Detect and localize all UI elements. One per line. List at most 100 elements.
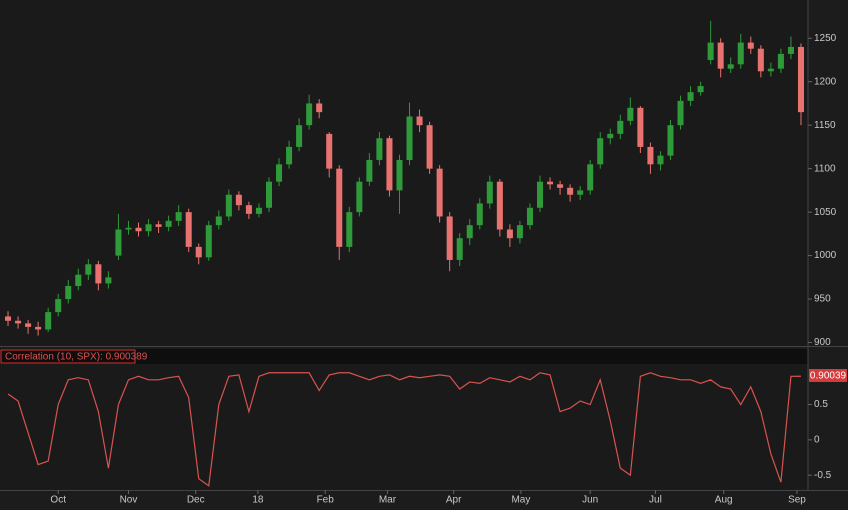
candle-body <box>205 225 212 258</box>
x-tick-label: Oct <box>50 495 66 506</box>
candle-body <box>135 227 142 232</box>
candle-body <box>637 107 644 147</box>
candle-body <box>607 133 614 139</box>
candle-body <box>25 323 32 327</box>
candle-body <box>667 125 674 156</box>
x-tick-label: Apr <box>446 495 462 506</box>
price-pane <box>0 0 808 346</box>
candle-body <box>536 181 544 208</box>
y-tick-label: 1250 <box>814 33 837 44</box>
y-tick-label: 950 <box>814 294 831 305</box>
candle-body <box>436 168 443 217</box>
candle-body <box>366 159 373 182</box>
candle-body <box>777 53 784 69</box>
candle-body <box>396 159 403 191</box>
study-pane <box>0 365 808 490</box>
x-tick-label: Dec <box>187 495 205 506</box>
candle-body <box>557 184 564 188</box>
candle-body <box>225 194 232 217</box>
candle-body <box>647 146 654 165</box>
candle-body <box>456 238 463 260</box>
candle-body <box>516 225 523 239</box>
candle-body <box>155 224 162 227</box>
candle-body <box>145 224 152 232</box>
y-tick-label: 0 <box>814 434 820 445</box>
y-tick-label: 1000 <box>814 250 837 261</box>
candle-body <box>697 86 704 93</box>
candle-body <box>95 264 102 284</box>
value-tag: 0.90039 <box>810 371 847 382</box>
candle-body <box>185 212 192 247</box>
candle-body <box>657 155 664 165</box>
candle-body <box>717 42 724 69</box>
candle-body <box>727 64 734 69</box>
y-tick-label: 1150 <box>814 120 836 131</box>
candle-body <box>255 207 262 214</box>
candle-body <box>687 92 694 101</box>
candle-body <box>416 116 423 126</box>
x-tick-label: Aug <box>715 495 733 506</box>
candle-body <box>617 120 624 134</box>
candle-body <box>356 181 363 213</box>
candle-body <box>296 125 303 147</box>
candle-body <box>75 274 82 287</box>
candle-body <box>276 164 283 182</box>
candle-body <box>195 246 202 258</box>
x-tick-label: 18 <box>252 495 264 506</box>
candle-body <box>55 299 62 313</box>
y-tick-label: 900 <box>814 337 831 348</box>
x-tick-label: Jun <box>582 495 598 506</box>
candle-body <box>175 212 182 221</box>
study-header <box>0 349 808 364</box>
candle-body <box>526 207 533 226</box>
candle-body <box>506 229 513 239</box>
candle-body <box>406 116 413 160</box>
candle-body <box>386 138 393 191</box>
candle-body <box>5 316 12 321</box>
candle-body <box>35 326 42 330</box>
x-tick-label: Mar <box>379 495 397 506</box>
candle-body <box>15 320 22 324</box>
candle-body <box>235 194 242 206</box>
candle-body <box>446 216 453 260</box>
study-label: Correlation (10, SPX): 0.900389 <box>5 352 148 363</box>
candle-body <box>787 46 794 54</box>
candle-body <box>286 146 293 165</box>
candle-body <box>376 138 383 160</box>
candle-body <box>306 103 313 126</box>
study-label-box <box>0 349 136 364</box>
y-tick-label: 0.5 <box>814 399 828 410</box>
candle-body <box>707 42 714 60</box>
candle-body <box>677 100 684 126</box>
candle-body <box>265 181 273 208</box>
candle-body <box>567 187 574 195</box>
x-tick-label: Jul <box>649 495 662 506</box>
value-tag-box <box>809 369 847 382</box>
x-tick-label: May <box>511 495 530 506</box>
candle-body <box>215 216 222 226</box>
candle-body <box>747 42 754 49</box>
candle-body <box>767 68 774 72</box>
y-tick-label: 1050 <box>814 207 837 218</box>
candle-body <box>346 212 353 247</box>
candle-body <box>245 205 252 214</box>
y-tick-label: -0.5 <box>814 470 832 481</box>
candle-body <box>737 42 744 65</box>
candle-body <box>115 229 122 256</box>
candle-body <box>757 48 764 72</box>
candle-body <box>125 227 132 230</box>
candle-body <box>426 125 433 169</box>
x-tick-label: Feb <box>317 495 335 506</box>
candle-body <box>627 107 634 121</box>
y-tick-label: 1200 <box>814 76 837 87</box>
candle-body <box>85 264 92 275</box>
candle-body <box>797 46 804 113</box>
x-tick-label: Sep <box>788 495 806 506</box>
candle-body <box>547 181 554 185</box>
candle-body <box>597 138 604 165</box>
candle-body <box>326 133 333 169</box>
candle-body <box>476 203 483 226</box>
correlation-line <box>7 372 801 487</box>
